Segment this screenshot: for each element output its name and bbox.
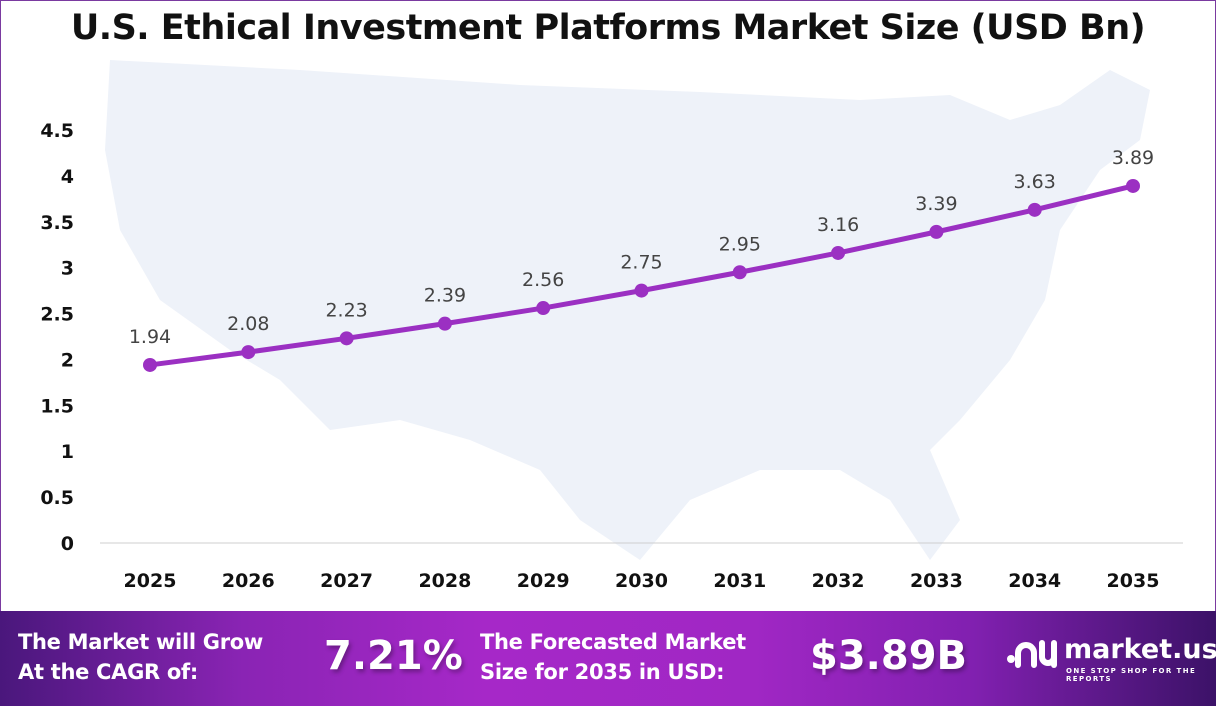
cagr-value: 7.21% xyxy=(324,633,463,679)
x-tick-label: 2033 xyxy=(910,570,963,592)
logo-name: market.us xyxy=(1064,634,1216,665)
x-tick-label: 2031 xyxy=(713,570,766,592)
data-label: 2.08 xyxy=(227,313,269,335)
x-tick-label: 2027 xyxy=(320,570,373,592)
x-tick-label: 2028 xyxy=(418,570,471,592)
data-label: 2.56 xyxy=(522,269,564,291)
data-point xyxy=(536,301,551,316)
market-us-logo-icon xyxy=(1007,640,1057,668)
y-tick-label: 3.5 xyxy=(40,212,74,234)
data-point xyxy=(1126,178,1140,193)
x-tick-label: 2026 xyxy=(222,570,275,592)
footer-banner: The Market will Grow At the CAGR of: 7.2… xyxy=(0,611,1216,706)
cagr-label-line2: At the CAGR of: xyxy=(18,660,198,684)
y-tick-label: 4 xyxy=(61,166,74,188)
y-tick-label: 2 xyxy=(61,349,74,371)
x-tick-label: 2025 xyxy=(124,570,177,592)
y-tick-label: 0 xyxy=(61,533,74,555)
data-point xyxy=(831,245,846,260)
data-label: 2.23 xyxy=(325,299,367,321)
data-point xyxy=(241,345,256,360)
x-tick-label: 2029 xyxy=(517,570,570,592)
forecast-label-line2: Size for 2035 in USD: xyxy=(480,660,725,684)
forecast-label-line1: The Forecasted Market xyxy=(480,630,746,654)
chart-title: U.S. Ethical Investment Platforms Market… xyxy=(70,8,1146,48)
data-point xyxy=(1027,202,1042,217)
data-point xyxy=(929,224,944,239)
x-tick-label: 2034 xyxy=(1008,570,1061,592)
y-tick-label: 4.5 xyxy=(40,120,74,142)
data-point xyxy=(339,331,354,346)
line-chart: 0 0.5 1 1.5 2 2.5 3 3.5 4 4.5 2025 2026 2027 2028 202… xyxy=(40,60,1183,592)
x-tick-label: 2032 xyxy=(812,570,865,592)
x-tick-label: 2035 xyxy=(1107,570,1160,592)
data-label: 3.89 xyxy=(1112,147,1154,169)
y-tick-label: 2.5 xyxy=(40,304,74,326)
data-point xyxy=(634,283,649,298)
y-tick-label: 1.5 xyxy=(40,395,74,417)
y-tick-label: 0.5 xyxy=(40,487,74,509)
data-point xyxy=(143,357,157,372)
data-label: 2.75 xyxy=(620,252,662,274)
logo-tagline: ONE STOP SHOP FOR THE REPORTS xyxy=(1066,667,1197,683)
data-point xyxy=(437,316,452,331)
y-tick-label: 3 xyxy=(61,258,74,280)
us-map-background xyxy=(105,60,1150,560)
y-tick-label: 1 xyxy=(61,441,74,463)
data-label: 2.39 xyxy=(424,285,466,307)
x-tick-label: 2030 xyxy=(615,570,668,592)
data-label: 3.39 xyxy=(915,193,957,215)
forecast-value: $3.89B xyxy=(810,633,968,679)
data-label: 1.94 xyxy=(129,326,171,348)
data-point xyxy=(732,265,747,280)
data-label: 3.63 xyxy=(1014,171,1056,193)
cagr-label-line1: The Market will Grow xyxy=(18,630,263,654)
data-label: 2.95 xyxy=(719,233,761,255)
data-label: 3.16 xyxy=(817,214,859,236)
